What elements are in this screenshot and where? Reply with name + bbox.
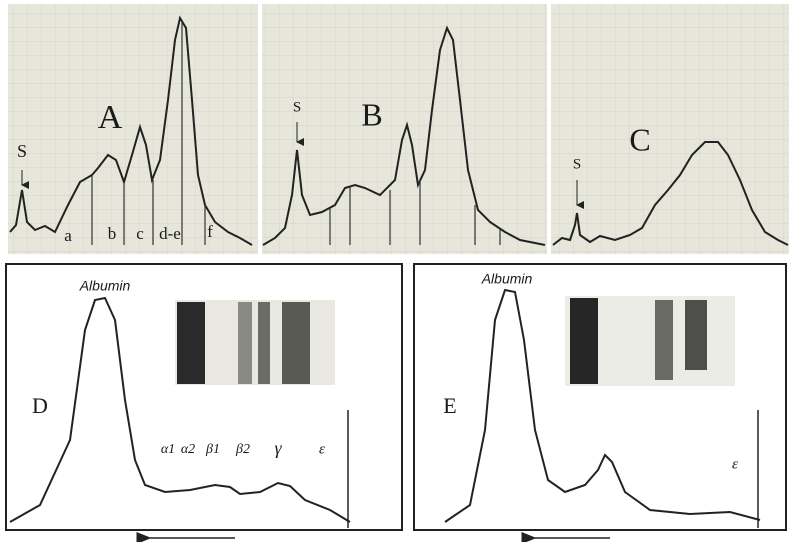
fraction-label: ε <box>732 456 738 472</box>
peak-marker: S <box>17 141 27 161</box>
fraction-dividers-a <box>91 22 206 245</box>
fraction-label: b <box>108 224 117 243</box>
fraction-label: β2 <box>235 442 250 457</box>
trace-d <box>9 296 351 523</box>
trace-a <box>9 15 253 246</box>
trace-b <box>262 25 546 246</box>
fraction-label: d-e <box>159 224 181 243</box>
peak-label: Albumin <box>481 271 533 287</box>
peak-label: Albumin <box>79 278 131 294</box>
gel-strip-e <box>565 296 735 386</box>
trace-c <box>552 141 789 246</box>
panel-letter: A <box>98 99 123 136</box>
panel-c-bg <box>551 4 789 254</box>
fraction-label: f <box>207 222 213 241</box>
panel-letter: D <box>32 393 48 418</box>
fraction-label: β1 <box>205 442 220 457</box>
gel-strip-d <box>175 300 335 385</box>
peak-marker: S <box>293 99 301 115</box>
panel-letter: B <box>361 96 382 132</box>
panel-letter: C <box>629 121 650 157</box>
fraction-label: a <box>64 226 72 245</box>
panel-a-bg <box>8 4 258 254</box>
fraction-dividers-b <box>329 180 501 245</box>
fraction-label: c <box>136 224 144 243</box>
trace-e <box>444 288 761 523</box>
peak-marker: S <box>573 156 581 172</box>
panel-b-bg <box>262 4 547 254</box>
panel-letter: E <box>443 393 456 418</box>
fraction-label: α1 <box>161 442 175 457</box>
fraction-label: ε <box>319 441 325 457</box>
fraction-label: α2 <box>181 442 195 457</box>
fraction-label: γ <box>274 438 282 458</box>
